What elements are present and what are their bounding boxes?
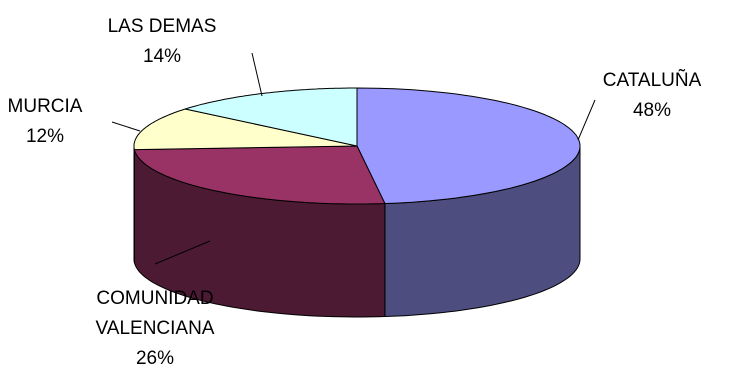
percent-label-murcia: 12%: [26, 126, 64, 147]
slice-murcia: [133, 108, 358, 151]
category-label-comunidad-valenciana: COMUNIDAD: [96, 288, 213, 309]
category-label-comunidad-valenciana: VALENCIANA: [96, 318, 215, 339]
percent-label-las-demas: 14%: [143, 46, 181, 67]
leader-line-las-demas: [251, 52, 263, 97]
category-label-murcia: MURCIA: [8, 96, 83, 117]
leader-line-cataluna: [577, 99, 596, 141]
slice-las-demas: [184, 87, 358, 147]
percent-label-comunidad-valenciana: 26%: [136, 348, 174, 369]
category-label-las-demas: LAS DEMAS: [108, 16, 217, 37]
leader-lines: [111, 52, 596, 265]
pie-tops: [133, 87, 581, 205]
slice-cataluna: [356, 87, 581, 204]
slice-comunidad-valenciana: [133, 145, 386, 205]
pie-sides: [133, 145, 581, 318]
slice-labels: CATALUÑA 48% COMUNIDAD VALENCIANA 26% MURCIA 1…: [8, 16, 702, 369]
category-label-cataluna: CATALUÑA: [603, 69, 702, 91]
leader-line-murcia: [111, 121, 141, 132]
percent-label-cataluna: 48%: [633, 100, 671, 121]
leader-line-comunidad-valenciana: [154, 240, 211, 265]
